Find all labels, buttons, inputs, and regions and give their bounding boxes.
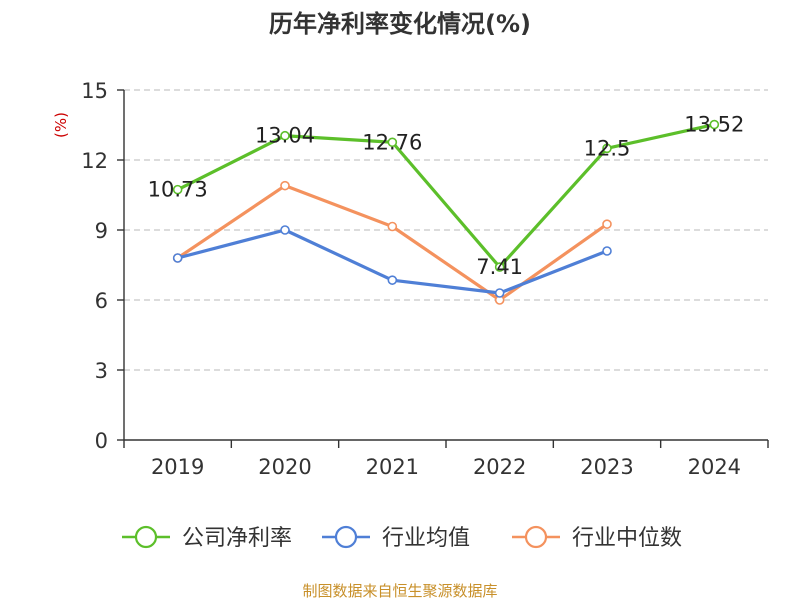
legend: 公司净利率 行业均值 行业中位数 [122, 525, 682, 551]
data-label: 12.5 [584, 136, 631, 160]
data-label: 13.52 [684, 113, 744, 137]
axes: 0 3 6 9 12 15 2019 2020 2021 2022 2023 2024 [81, 79, 769, 479]
y-axis-unit-label: (%) [52, 112, 70, 138]
series-point [172, 253, 183, 263]
x-tick-label: 2021 [366, 455, 419, 479]
y-tick-label: 12 [81, 149, 108, 173]
y-tick-label: 0 [95, 429, 108, 453]
legend-swatch-marker [524, 525, 548, 549]
series-point [280, 180, 290, 191]
legend-item-0: 公司净利率 [122, 525, 292, 551]
series-point [602, 143, 612, 154]
data-labels: 10.73 13.04 12.76 7.41 12.5 13.52 [148, 113, 745, 280]
series-point [280, 130, 290, 141]
series-point [387, 137, 398, 148]
series-point [172, 184, 183, 195]
series-1 [172, 225, 612, 298]
x-tick-label: 2019 [151, 455, 204, 479]
legend-item-1: 行业均值 [322, 525, 470, 551]
series-point [280, 225, 290, 235]
legend-label: 公司净利率 [182, 526, 292, 551]
series-0 [172, 119, 720, 272]
y-tick-label: 15 [81, 79, 108, 103]
series-point [494, 262, 505, 272]
gridlines [124, 89, 768, 371]
legend-label: 行业均值 [382, 526, 470, 551]
y-tick-label: 9 [95, 219, 108, 243]
y-tick-label: 6 [95, 289, 108, 313]
data-label: 7.41 [476, 255, 523, 279]
data-label: 13.04 [255, 124, 315, 148]
series-point [602, 246, 612, 256]
data-label: 12.76 [362, 130, 422, 154]
series-group [172, 119, 720, 305]
series-point [387, 275, 398, 285]
series-point [494, 288, 505, 298]
legend-swatch-marker [134, 525, 158, 549]
legend-swatch-marker [334, 525, 358, 549]
data-label: 10.73 [148, 178, 208, 202]
x-tick-label: 2023 [580, 455, 633, 479]
series-2 [172, 180, 612, 305]
y-tick-label: 3 [95, 359, 108, 383]
series-point [709, 119, 720, 130]
legend-item-2: 行业中位数 [512, 525, 682, 551]
x-tick-label: 2024 [688, 455, 741, 479]
chart-title: 历年净利率变化情况(%) [269, 10, 531, 38]
legend-label: 行业中位数 [572, 526, 682, 551]
x-tick-label: 2022 [473, 455, 526, 479]
source-note: 制图数据来自恒生聚源数据库 [302, 582, 497, 600]
series-line [176, 122, 716, 269]
x-tick-label: 2020 [258, 455, 311, 479]
series-point [602, 219, 612, 229]
series-point [387, 221, 398, 232]
